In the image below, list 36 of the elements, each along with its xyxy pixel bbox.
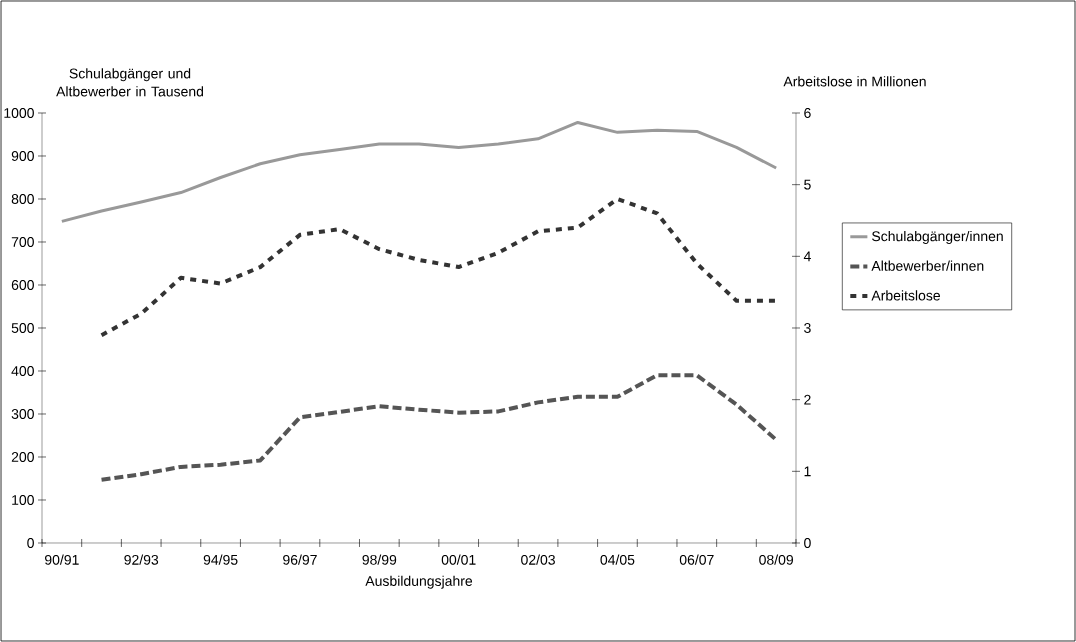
y-tick-label: 300 [11, 409, 34, 419]
y-tick-label: 100 [12, 495, 34, 505]
legend-label: Arbeitslose [871, 290, 940, 301]
y2-tick-label: 0 [804, 538, 811, 548]
y-tick-label: 600 [11, 280, 34, 290]
x-tick-label: 94/95 [203, 554, 238, 565]
line-series [99, 373, 779, 482]
y-tick-label: 400 [11, 366, 34, 376]
y2-tick-label: 1 [804, 466, 811, 477]
x-tick-label: 02/03 [521, 554, 555, 565]
legend-label: Altbewerber/innen [871, 260, 984, 271]
y2-tick-label: 4 [803, 251, 811, 262]
y-tick-label: 0 [27, 538, 34, 548]
y-tick-label: 200 [11, 452, 34, 462]
y-tick-label: 500 [11, 323, 34, 333]
line-series [60, 120, 778, 223]
y2-tick-label: 5 [804, 179, 811, 190]
y2-axis-title: Arbeitslose in Millionen [783, 76, 926, 87]
legend-label: Schulabgänger/innen [872, 230, 1003, 244]
x-tick-label: 00/01 [441, 554, 476, 565]
x-tick-label: 90/91 [45, 554, 79, 565]
y2-tick-label: 3 [804, 323, 811, 333]
y-tick-label: 700 [11, 237, 34, 247]
x-tick-label: 96/97 [283, 554, 317, 565]
y-tick-label: 1000 [4, 108, 34, 118]
x-tick-label: 92/93 [124, 554, 159, 565]
x-tick-label: 06/07 [679, 554, 714, 565]
y2-tick-label: 6 [804, 108, 811, 118]
y2-tick-label: 2 [804, 394, 811, 405]
x-tick-label: 08/09 [759, 554, 794, 565]
y-axis-title: Schulabgänger und Altbewerber in Tausend [56, 68, 204, 97]
y-tick-label: 800 [11, 194, 34, 204]
y-tick-label: 900 [11, 151, 34, 161]
x-tick-label: 98/99 [362, 554, 397, 565]
x-axis-title: Ausbildungsjahre [365, 575, 473, 589]
x-tick-label: 04/05 [600, 554, 635, 565]
